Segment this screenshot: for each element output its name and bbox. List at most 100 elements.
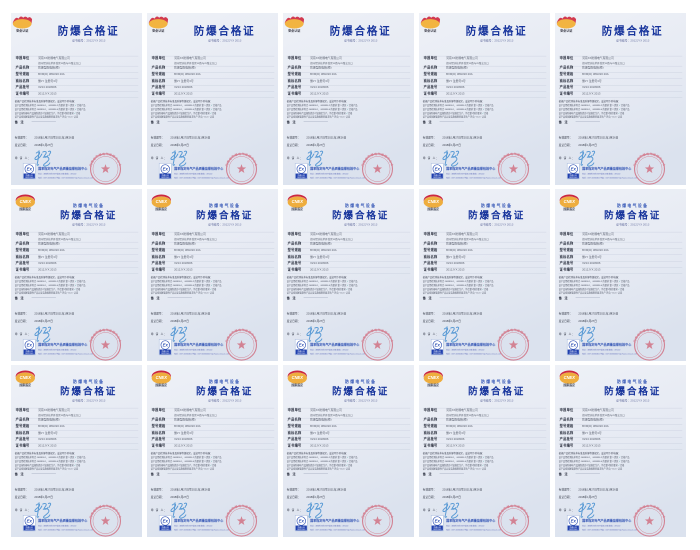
svg-text:证书编号: 证书编号 — [16, 90, 30, 95]
svg-text:2018年1月27日至2021年1月26日: 2018年1月27日至2021年1月26日 — [306, 487, 346, 491]
svg-text:CNEX: CNEX — [156, 375, 168, 380]
svg-text:CERTIFIED: CERTIFIED — [25, 529, 34, 531]
svg-text:国家指定电气产品质量监督检验中心: 国家指定电气产品质量监督检验中心 — [38, 341, 88, 346]
svg-text:防爆型配电箱(柜): 防爆型配电箱(柜) — [310, 242, 331, 246]
svg-text:Ex: Ex — [27, 343, 33, 348]
svg-text:申报单位: 申报单位 — [560, 407, 574, 412]
svg-text:有效期至：: 有效期至： — [15, 487, 29, 491]
svg-text:发证日期：: 发证日期： — [151, 319, 165, 323]
svg-text:型号规格: 型号规格 — [288, 71, 302, 76]
svg-text:XZ13 2018006: XZ13 2018006 — [174, 85, 193, 89]
svg-text:防爆合格证: 防爆合格证 — [604, 210, 661, 222]
svg-text:有效期至：: 有效期至： — [287, 135, 301, 139]
svg-text:产品名称: 产品名称 — [560, 417, 574, 422]
svg-text:证书编号: 证书编号 — [288, 442, 302, 447]
svg-text:产品批号: 产品批号 — [152, 84, 166, 89]
svg-text:商标名称: 商标名称 — [560, 78, 574, 83]
svg-text:证书编号：2012JYX 2013: 证书编号：2012JYX 2013 — [208, 398, 242, 403]
svg-text:产品名称: 产品名称 — [16, 65, 30, 70]
svg-text:安全认证: 安全认证 — [288, 27, 301, 32]
svg-text:申报单位: 申报单位 — [560, 55, 574, 60]
svg-text:郑州经济技术开发区xx路与xx路交叉口: 郑州经济技术开发区xx路与xx路交叉口 — [582, 61, 625, 65]
svg-text:产品批号: 产品批号 — [288, 436, 302, 441]
svg-text:发证日期：: 发证日期： — [151, 495, 165, 499]
svg-text:证书编号: 证书编号 — [560, 90, 574, 95]
svg-text:2018年1月27日: 2018年1月27日 — [442, 319, 461, 323]
svg-text:郑州经济技术开发区xx路与xx路交叉口: 郑州经济技术开发区xx路与xx路交叉口 — [38, 413, 81, 417]
svg-text:Ex: Ex — [571, 167, 577, 172]
svg-text:2012JYX 2013: 2012JYX 2013 — [582, 91, 601, 95]
svg-text:有效期至：: 有效期至： — [287, 311, 301, 315]
svg-text:商标名称: 商标名称 — [288, 430, 302, 435]
svg-text:2018年1月27日: 2018年1月27日 — [442, 143, 461, 147]
svg-text:CNEX: CNEX — [156, 199, 168, 204]
svg-text:申报单位: 申报单位 — [288, 55, 302, 60]
svg-text:产品名称: 产品名称 — [560, 241, 574, 246]
svg-text:商标名称: 商标名称 — [288, 254, 302, 259]
svg-text:BXM(D) 380/220 20A: BXM(D) 380/220 20A — [582, 72, 609, 76]
svg-text:郑州经济技术开发区xx路与xx路交叉口: 郑州经济技术开发区xx路与xx路交叉口 — [38, 61, 81, 65]
svg-text:防爆电气设备: 防爆电气设备 — [345, 203, 376, 208]
svg-text:有效期至：: 有效期至： — [423, 311, 437, 315]
svg-text:防爆合格证: 防爆合格证 — [604, 386, 661, 398]
svg-text:河南XX防爆电气有限公司: 河南XX防爆电气有限公司 — [174, 232, 206, 236]
svg-text:依据产品检测技术标准及防爆等级规定，兹证明下列电器：: 依据产品检测技术标准及防爆等级规定，兹证明下列电器： — [15, 451, 77, 455]
svg-text:防爆合格证: 防爆合格证 — [602, 25, 664, 38]
svg-text:Ex: Ex — [27, 167, 33, 172]
svg-text:XZ13 2018006: XZ13 2018006 — [446, 85, 465, 89]
svg-text:防爆合格证: 防爆合格证 — [196, 386, 253, 398]
svg-text:有效期至：: 有效期至： — [15, 135, 29, 139]
svg-text:Ex: Ex — [163, 343, 169, 348]
svg-text:国家指定电气产品质量监督检验中心: 国家指定电气产品质量监督检验中心 — [446, 165, 496, 170]
svg-text:型号规格: 型号规格 — [424, 423, 438, 428]
svg-text:依据产品检测技术标准及防爆等级规定，兹证明下列电器：: 依据产品检测技术标准及防爆等级规定，兹证明下列电器： — [559, 451, 621, 455]
svg-text:Ex: Ex — [163, 167, 169, 172]
svg-text:申 请 人：: 申 请 人： — [423, 332, 440, 336]
svg-text:国家指定电气产品质量监督检验中心: 国家指定电气产品质量监督检验中心 — [310, 341, 360, 346]
svg-text:防爆型配电箱(柜): 防爆型配电箱(柜) — [582, 418, 603, 422]
svg-text:商标名称: 商标名称 — [16, 430, 30, 435]
svg-text:郑州经济技术开发区xx路与xx路交叉口: 郑州经济技术开发区xx路与xx路交叉口 — [38, 237, 81, 241]
svg-text:Ex: Ex — [299, 167, 305, 172]
svg-text:XZ13 2018006: XZ13 2018006 — [582, 85, 601, 89]
svg-text:2012JYX 2013: 2012JYX 2013 — [446, 91, 465, 95]
svg-text:发证日期：: 发证日期： — [559, 495, 573, 499]
svg-text:XZ13 2018006: XZ13 2018006 — [38, 261, 57, 265]
svg-text:豫JY 注册号3号: 豫JY 注册号3号 — [446, 79, 466, 83]
svg-text:证书编号：2012JYX 2013: 证书编号：2012JYX 2013 — [344, 398, 378, 403]
svg-text:CNEX: CNEX — [20, 375, 32, 380]
svg-text:防爆电气设备: 防爆电气设备 — [209, 379, 240, 384]
svg-text:2018年1月27日至2021年1月26日: 2018年1月27日至2021年1月26日 — [578, 135, 618, 139]
svg-text:发证日期：: 发证日期： — [287, 495, 301, 499]
svg-text:郑州经济技术开发区xx路与xx路交叉口: 郑州经济技术开发区xx路与xx路交叉口 — [310, 413, 353, 417]
svg-text:防爆合格证: 防爆合格证 — [468, 210, 525, 222]
svg-text:2012JYX 2013: 2012JYX 2013 — [174, 91, 193, 95]
svg-text:防爆型配电箱(柜): 防爆型配电箱(柜) — [310, 66, 331, 70]
svg-text:XZ13 2018006: XZ13 2018006 — [310, 437, 329, 441]
svg-text:CERTIFIED: CERTIFIED — [569, 529, 578, 531]
svg-text:河南XX防爆电气有限公司: 河南XX防爆电气有限公司 — [174, 56, 206, 60]
svg-text:产品批号: 产品批号 — [560, 260, 574, 265]
svg-text:产品批号: 产品批号 — [16, 260, 30, 265]
svg-text:防爆合格证: 防爆合格证 — [196, 210, 253, 222]
svg-text:BXM(D) 380/220 20A: BXM(D) 380/220 20A — [446, 424, 473, 428]
svg-text:Ex: Ex — [435, 167, 441, 172]
svg-text:XZ13 2018006: XZ13 2018006 — [174, 437, 193, 441]
svg-text:2018年1月27日至2021年1月26日: 2018年1月27日至2021年1月26日 — [170, 487, 210, 491]
svg-text:申 请 人：: 申 请 人： — [15, 332, 32, 336]
svg-text:发证日期：: 发证日期： — [15, 143, 29, 147]
svg-text:CERTIFIED: CERTIFIED — [297, 177, 306, 179]
svg-text:国家指定电气产品质量监督检验中心: 国家指定电气产品质量监督检验中心 — [446, 517, 496, 522]
svg-text:证书编号: 证书编号 — [560, 266, 574, 271]
svg-text:产品批号: 产品批号 — [424, 84, 438, 89]
svg-text:备 注: 备 注 — [150, 295, 161, 300]
svg-text:发证日期：: 发证日期： — [15, 495, 29, 499]
svg-text:型号规格: 型号规格 — [152, 247, 166, 252]
svg-text:2018年1月27日: 2018年1月27日 — [34, 143, 53, 147]
svg-text:豫JY 注册号3号: 豫JY 注册号3号 — [174, 431, 194, 435]
svg-text:2018年1月27日: 2018年1月27日 — [306, 319, 325, 323]
svg-text:Ex: Ex — [299, 519, 305, 524]
svg-text:商标名称: 商标名称 — [424, 78, 438, 83]
svg-text:申报单位: 申报单位 — [288, 407, 302, 412]
svg-text:有效期至：: 有效期至： — [15, 311, 29, 315]
